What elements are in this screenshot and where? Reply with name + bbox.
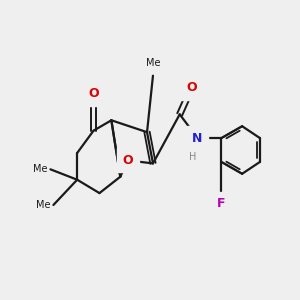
Text: Me: Me bbox=[36, 200, 50, 210]
Text: O: O bbox=[186, 81, 197, 94]
Text: N: N bbox=[192, 132, 203, 145]
Text: Me: Me bbox=[33, 164, 47, 174]
Text: F: F bbox=[217, 197, 226, 210]
Text: Me: Me bbox=[146, 58, 160, 68]
Text: O: O bbox=[88, 87, 99, 100]
Text: O: O bbox=[122, 154, 133, 167]
Text: H: H bbox=[189, 152, 197, 162]
